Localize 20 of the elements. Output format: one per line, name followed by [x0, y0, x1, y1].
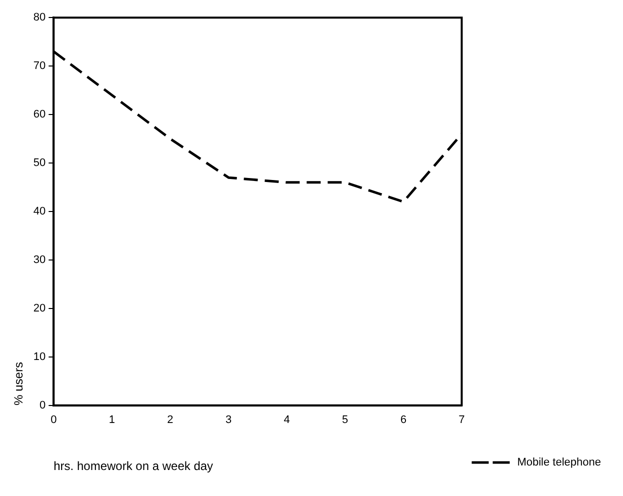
y-tick-label: 50	[33, 157, 46, 170]
x-tick-label: 2	[167, 414, 174, 426]
y-tick-label: 60	[33, 108, 46, 121]
y-tick-label: 30	[33, 254, 46, 266]
x-tick-label: 7	[458, 414, 465, 426]
y-tick-label: 40	[33, 206, 46, 218]
x-tick-label: 4	[284, 414, 290, 426]
x-axis-title: hrs. homework on a week day	[54, 459, 214, 474]
y-tick-label: 70	[33, 60, 46, 72]
x-tick-label: 1	[108, 414, 115, 426]
y-axis-title: % users	[12, 362, 26, 406]
x-tick-label: 3	[225, 414, 232, 426]
y-tick-label: 0	[40, 399, 46, 412]
x-tick-label: 6	[400, 414, 406, 426]
x-tick-label: 5	[342, 414, 348, 426]
legend-label: Mobile telephone	[517, 456, 602, 469]
y-tick-label: 10	[33, 350, 46, 363]
y-tick-label: 80	[33, 12, 46, 24]
y-tick-label: 20	[33, 302, 46, 314]
x-tick-label: 0	[50, 414, 57, 426]
